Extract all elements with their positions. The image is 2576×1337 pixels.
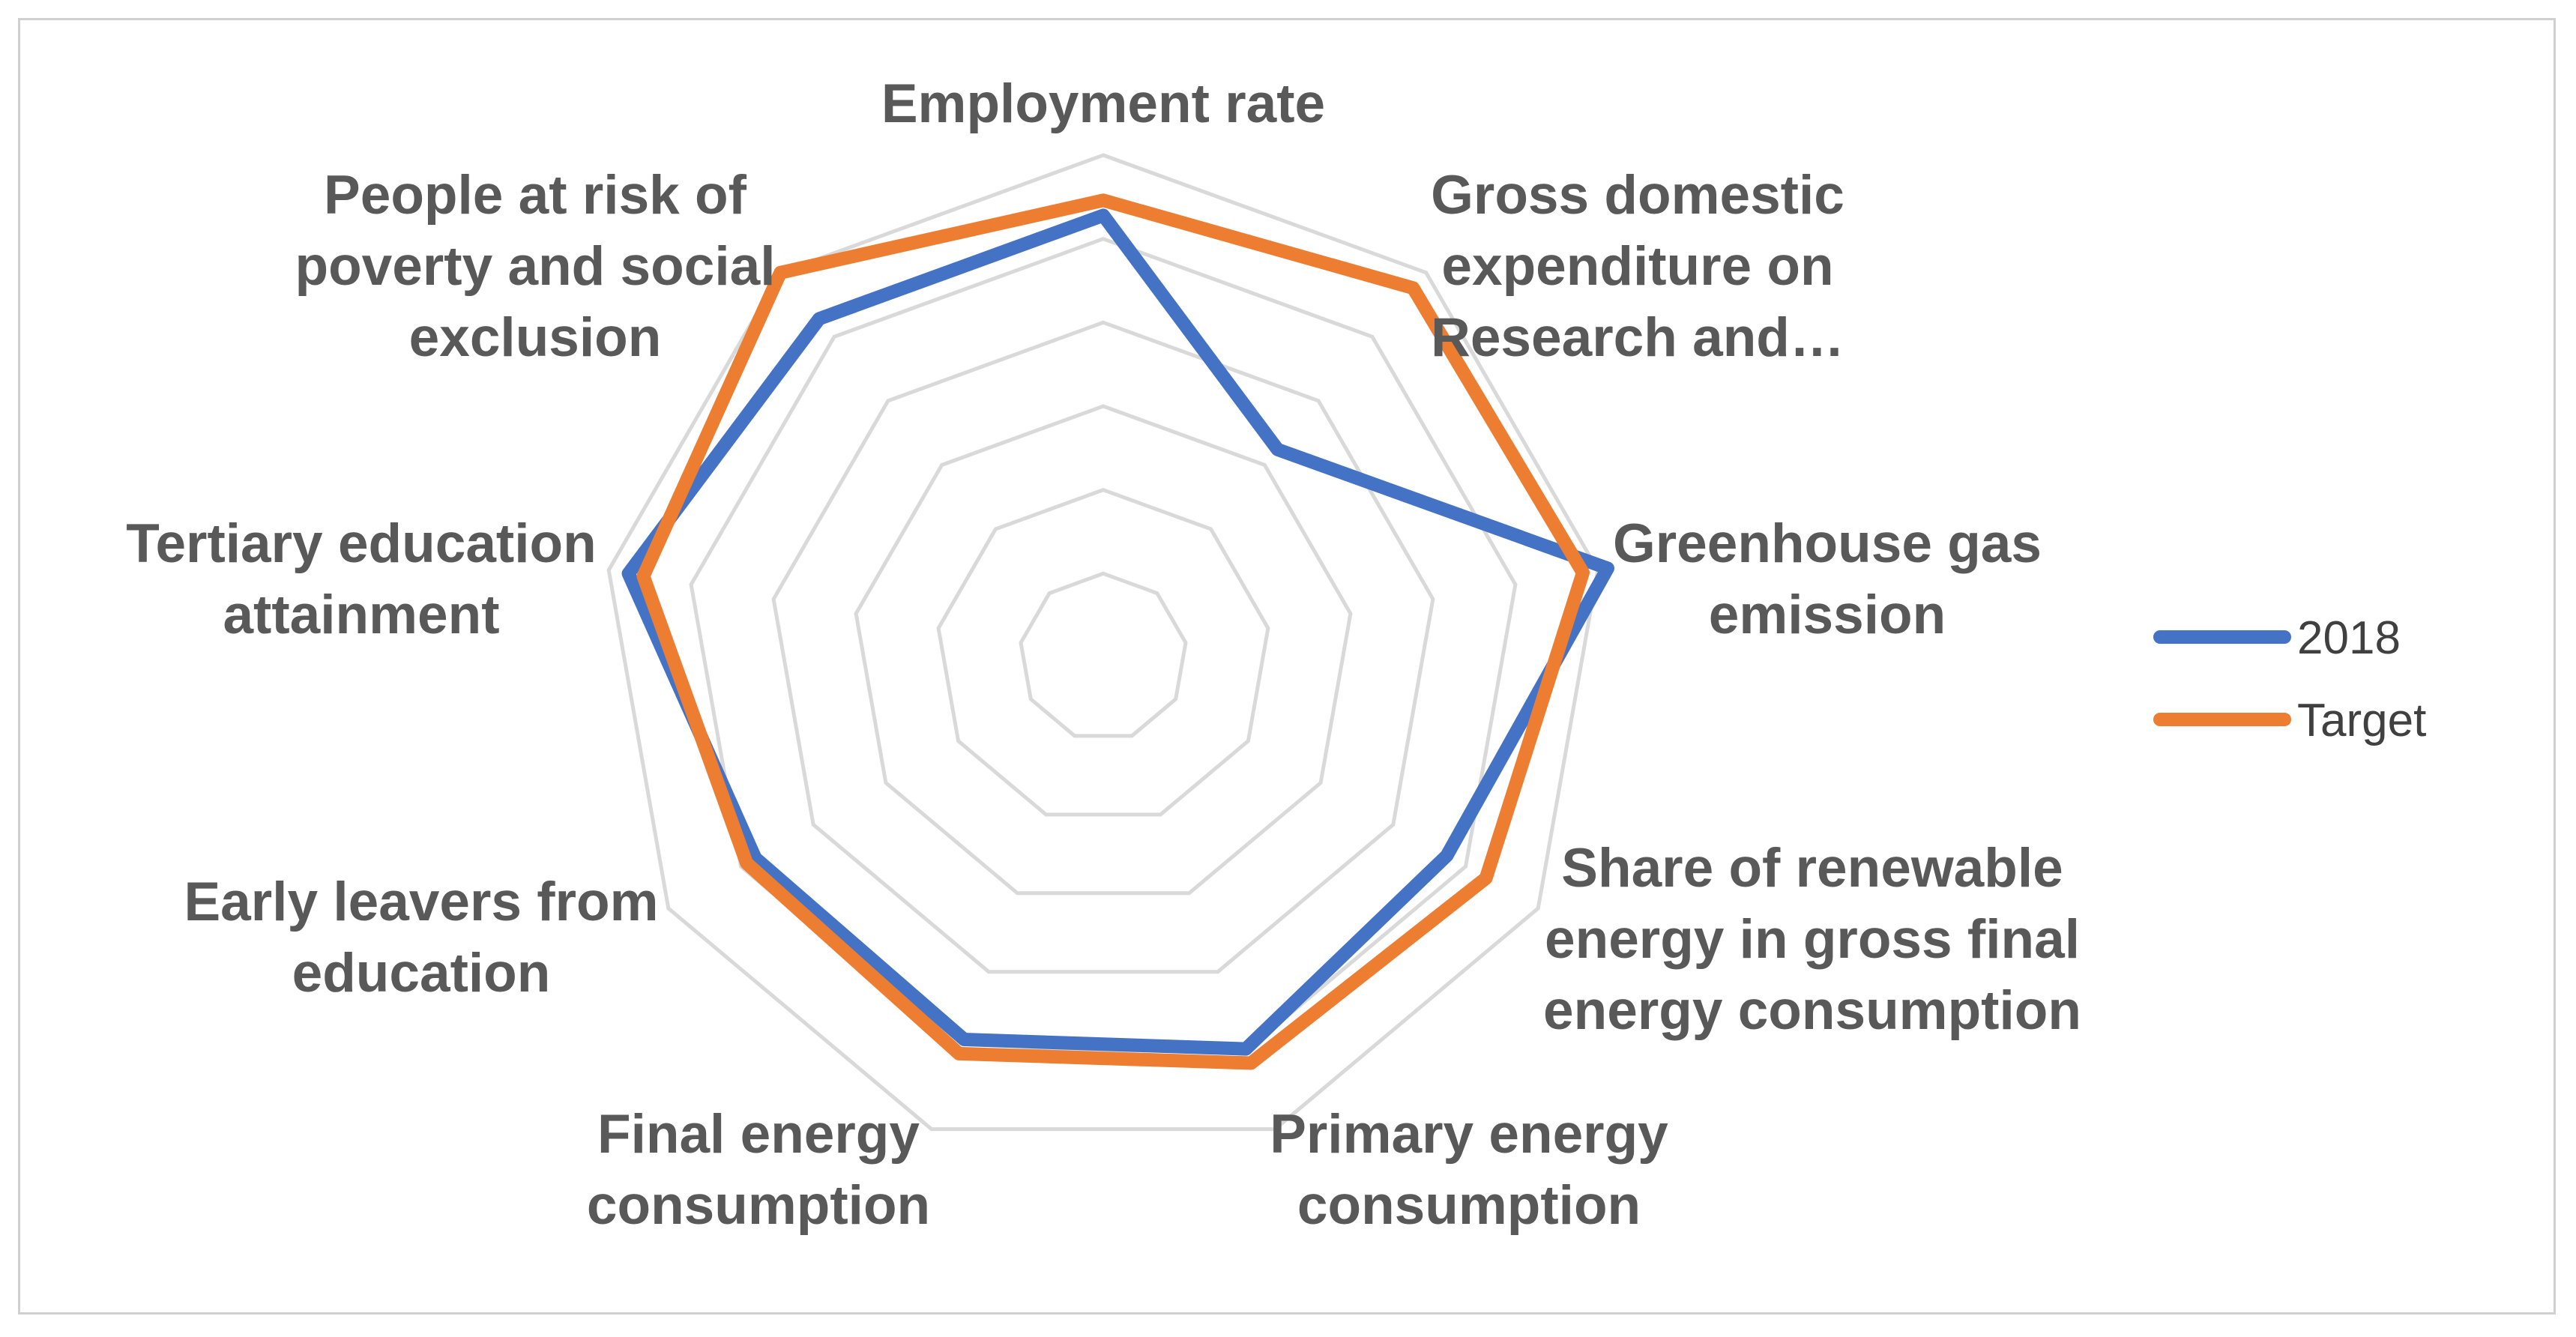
axis-label: Early leavers from education (184, 872, 658, 1003)
axis-label: People at risk of poverty and social exclu… (295, 165, 776, 368)
chart-frame (18, 18, 2556, 1315)
series-2018 (621, 208, 1614, 1056)
axis-labels: Employment rate Gross domestic expenditure… (126, 73, 2081, 1236)
grid-ring (1019, 571, 1188, 738)
axis-label: Final energy consumption (587, 1104, 930, 1236)
radar-grid (606, 153, 1600, 1132)
legend-label: 2018 (2297, 612, 2401, 664)
radar-series (621, 193, 1614, 1070)
axis-label: Tertiary education attainment (126, 513, 596, 645)
axis-label: Share of renewable energy in gross final e… (1543, 838, 2081, 1041)
axis-label: Employment rate (881, 73, 1325, 134)
grid-ring (854, 404, 1353, 896)
legend-label: Target (2297, 695, 2426, 746)
axis-label: Greenhouse gas emission (1613, 513, 2042, 645)
grid-ring (936, 488, 1270, 817)
series-target (636, 193, 1590, 1070)
axis-label: Gross domestic expenditure on Research and… (1431, 165, 1844, 368)
axis-label: Primary energy consumption (1270, 1104, 1668, 1236)
grid-ring (771, 320, 1435, 974)
grid-ring (606, 153, 1600, 1132)
legend: 2018 Target (2153, 612, 2426, 746)
